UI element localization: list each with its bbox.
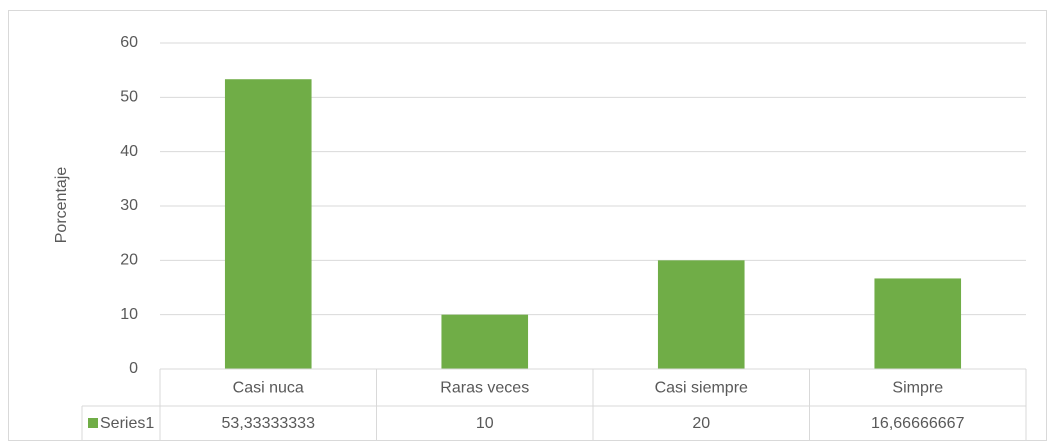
y-tick-label: 60 [120, 34, 138, 51]
x-tick-label: Raras veces [440, 380, 529, 397]
chart-border [8, 10, 1047, 441]
y-tick-label: 20 [120, 252, 138, 269]
x-tick-label: Simpre [892, 380, 943, 397]
data-table-value: 10 [476, 415, 494, 432]
legend-swatch [88, 418, 98, 428]
x-tick-label: Casi siempre [655, 380, 748, 397]
bar [441, 314, 529, 369]
y-tick-label: 40 [120, 143, 138, 160]
legend-label: Series1 [100, 415, 154, 432]
y-tick-label: 0 [129, 360, 138, 377]
data-table-value: 53,33333333 [222, 415, 316, 432]
x-tick-label: Casi nuca [233, 380, 304, 397]
bar [224, 79, 312, 369]
data-table-value: 20 [692, 415, 710, 432]
y-axis-title: Porcentaje [53, 167, 70, 244]
y-tick-label: 50 [120, 89, 138, 106]
bar [874, 278, 962, 369]
data-table-value: 16,66666667 [871, 415, 965, 432]
y-tick-label: 10 [120, 306, 138, 323]
y-tick-label: 30 [120, 197, 138, 214]
bar [657, 260, 745, 369]
